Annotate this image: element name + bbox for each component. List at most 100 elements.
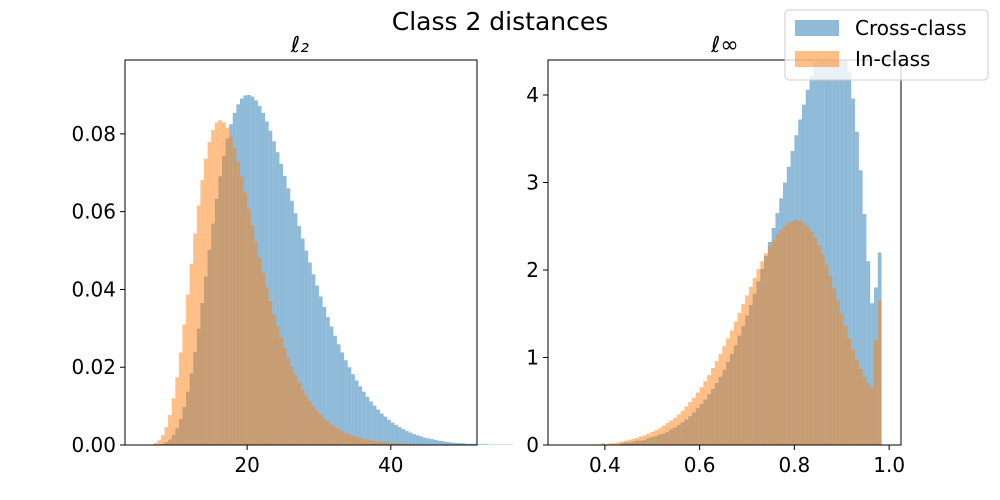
bar-linf-cross-class: [824, 60, 829, 445]
y-tick-label-l2: 0.06: [71, 200, 116, 224]
bar-linf-in-class: [843, 326, 848, 445]
bar-l2-in-class: [380, 441, 384, 445]
bar-linf-in-class: [783, 225, 787, 445]
y-tick-label-l2: 0.04: [71, 277, 116, 301]
bar-l2-cross-class: [451, 442, 456, 445]
figure-title: Class 2 distances: [392, 7, 609, 36]
panel-l2-ticks: 20 40 0.00 0.02 0.04 0.06 0.08: [71, 122, 403, 477]
bar-l2-in-class: [362, 438, 366, 445]
bar-l2-in-class: [283, 348, 287, 445]
bar-l2-in-class: [336, 429, 341, 445]
bar-l2-in-class: [340, 431, 345, 445]
bar-linf-in-class: [873, 340, 878, 445]
bar-l2-in-class: [279, 337, 284, 445]
bar-l2-in-class: [401, 443, 406, 445]
bar-l2-in-class: [308, 401, 312, 445]
panel-linf-ticks: 0.4 0.6 0.8 1.0 0 1 2 3 4: [526, 83, 905, 477]
bar-l2-in-class: [218, 120, 222, 445]
bar-l2-in-class: [304, 395, 309, 445]
bar-l2-cross-class: [433, 439, 438, 445]
bar-linf-cross-class: [858, 170, 863, 445]
y-tick-label-l2: 0.08: [71, 122, 116, 146]
bar-linf-in-class: [612, 443, 617, 445]
bar-l2-cross-class: [380, 413, 384, 445]
bar-linf-in-class: [623, 440, 628, 446]
bar-l2-in-class: [157, 440, 161, 445]
bar-linf-in-class: [786, 222, 791, 445]
y-tick-label-linf: 0: [526, 433, 539, 457]
bar-linf-in-class: [745, 295, 749, 446]
bar-linf-in-class: [654, 430, 658, 446]
bar-l2-cross-class: [469, 443, 474, 445]
bar-linf-in-class: [760, 261, 765, 445]
bar-l2-cross-class: [405, 431, 409, 445]
bar-l2-cross-class: [326, 317, 330, 445]
bar-linf-in-class: [726, 338, 730, 445]
bar-l2-in-class: [297, 382, 301, 445]
bar-l2-cross-class: [322, 306, 327, 445]
bar-linf-in-class: [801, 222, 806, 445]
bar-l2-cross-class: [362, 391, 366, 445]
bar-linf-in-class: [839, 313, 844, 445]
x-tick-label-linf: 0.6: [684, 453, 716, 477]
bar-linf-in-class: [680, 410, 685, 446]
bar-l2-cross-class: [329, 326, 334, 445]
bar-linf-in-class: [779, 229, 784, 445]
bar-linf-in-class: [748, 286, 753, 446]
bar-l2-in-class: [390, 443, 395, 445]
bar-linf-in-class: [684, 406, 689, 445]
bar-l2-in-class: [405, 443, 409, 445]
bar-linf-cross-class: [832, 60, 837, 445]
bar-linf-in-class: [631, 438, 636, 446]
bar-linf-in-class: [638, 436, 643, 445]
bar-l2-in-class: [196, 205, 201, 445]
bar-linf-in-class: [661, 425, 666, 445]
bar-linf-in-class: [805, 226, 810, 445]
bar-l2-cross-class: [423, 437, 427, 445]
bar-l2-cross-class: [304, 250, 309, 445]
bar-l2-cross-class: [369, 401, 373, 445]
bar-l2-in-class: [358, 438, 363, 445]
bar-linf-in-class: [718, 354, 723, 445]
bar-l2-cross-class: [462, 443, 467, 445]
bar-l2-cross-class: [344, 360, 348, 445]
bar-linf-cross-class: [836, 60, 840, 445]
bar-l2-in-class: [372, 441, 377, 445]
bar-l2-in-class: [204, 158, 208, 445]
bar-l2-in-class: [394, 443, 398, 445]
bar-l2-in-class: [229, 136, 233, 446]
bar-l2-in-class: [268, 301, 273, 445]
bar-linf-in-class: [824, 264, 829, 445]
bar-l2-in-class: [214, 122, 219, 446]
bar-linf-cross-class: [839, 60, 844, 445]
bar-l2-in-class: [333, 426, 337, 445]
bar-l2-cross-class: [347, 367, 352, 445]
bar-l2-in-class: [153, 443, 158, 445]
bar-l2-in-class: [243, 192, 248, 445]
bar-linf-cross-class: [843, 60, 848, 445]
bar-l2-cross-class: [315, 285, 319, 445]
bar-l2-cross-class: [484, 444, 488, 445]
bar-linf-in-class: [752, 277, 757, 446]
bar-linf-cross-class: [862, 214, 867, 445]
bar-linf-in-class: [862, 376, 867, 445]
bar-linf-in-class: [820, 254, 825, 445]
bar-l2-cross-class: [265, 121, 269, 445]
bar-l2-cross-class: [430, 439, 434, 445]
bar-linf-cross-class: [820, 60, 825, 445]
bar-l2-in-class: [207, 142, 212, 445]
bar-linf-in-class: [616, 442, 621, 446]
bar-linf-in-class: [771, 240, 776, 445]
x-tick-label-linf: 0.4: [589, 453, 621, 477]
bar-linf-in-class: [866, 382, 871, 446]
bar-l2-cross-class: [286, 188, 291, 445]
bar-linf-in-class: [608, 443, 613, 445]
bar-linf-in-class: [756, 269, 761, 446]
bar-l2-in-class: [257, 257, 262, 445]
y-tick-label-linf: 2: [526, 258, 539, 282]
bar-linf-in-class: [775, 234, 780, 446]
panel-linf-axes-frame: [547, 59, 902, 446]
bar-l2-in-class: [254, 241, 258, 445]
bar-l2-in-class: [160, 435, 165, 445]
